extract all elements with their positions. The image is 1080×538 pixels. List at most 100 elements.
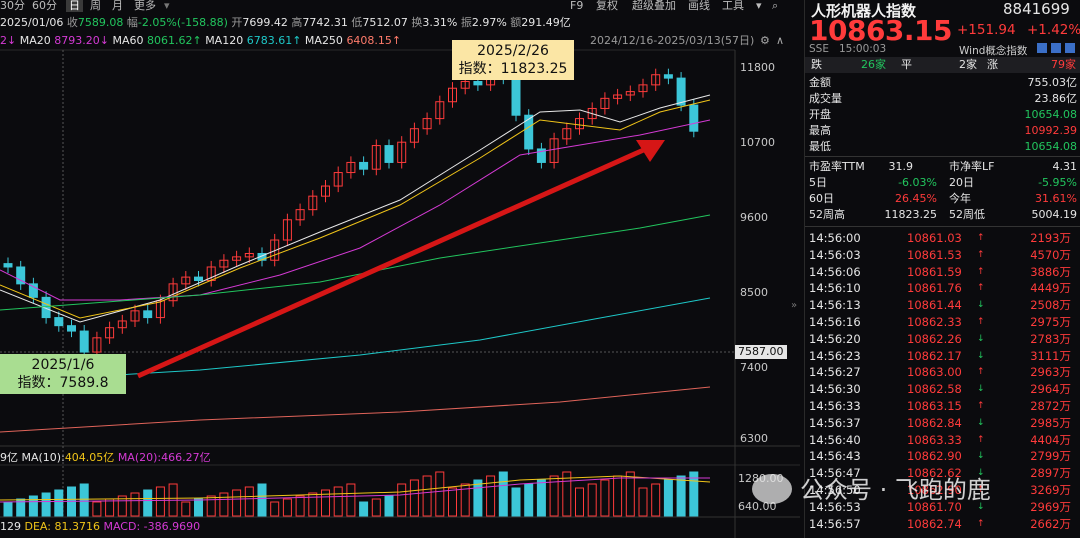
tick-row: 14:56:03 10861.53 ↑ 4570万 bbox=[809, 247, 1077, 263]
tick-volume: 3269万 bbox=[1030, 483, 1071, 497]
vol-ma10-line bbox=[0, 475, 711, 501]
arrow-up-icon: ↑ bbox=[977, 485, 985, 495]
tick-price: 10862.58 bbox=[907, 382, 962, 397]
tick-price: 10861.70 bbox=[907, 499, 962, 514]
tick-row: 14:56:16 10862.33 ↑ 2975万 bbox=[809, 314, 1077, 330]
tick-row: 14:56:50 10862.90 ↑ 3269万 bbox=[809, 482, 1077, 498]
index-code: 8841699 bbox=[1003, 0, 1070, 18]
volume-bar bbox=[486, 475, 496, 517]
volume-bar bbox=[536, 479, 546, 517]
tick-price: 10862.84 bbox=[907, 415, 962, 430]
candle-up bbox=[549, 138, 559, 163]
tab-month[interactable]: 月 bbox=[112, 0, 123, 12]
tick-volume: 4404万 bbox=[1030, 432, 1071, 447]
ma20-value: 8793.20↓ bbox=[54, 34, 109, 47]
macd-dea: 81.3716 bbox=[54, 520, 100, 533]
volume-bar bbox=[689, 471, 699, 517]
arrow-down-icon: ↓ bbox=[977, 417, 985, 428]
volume-bar bbox=[613, 475, 623, 517]
rise-count: 79家 bbox=[1051, 58, 1076, 71]
trend-arrow bbox=[136, 145, 650, 379]
stat-row: 成交量 23.86亿 bbox=[809, 92, 1077, 105]
candle-down bbox=[194, 276, 203, 281]
ma10-line bbox=[0, 99, 711, 319]
fall-count: 26家 bbox=[861, 58, 886, 71]
menu-icon[interactable] bbox=[1065, 43, 1075, 53]
macd-legend: 129 DEA: 81.3716 MACD: -386.9690 bbox=[0, 520, 201, 533]
bar-turnover: 3.31% bbox=[422, 16, 458, 29]
tick-price: 10862.74 bbox=[907, 516, 962, 531]
tick-time: 14:56:00 bbox=[809, 231, 861, 245]
chevron-icon[interactable]: ▾ bbox=[164, 0, 170, 12]
tick-time: 14:56:23 bbox=[809, 348, 861, 363]
candle-up bbox=[117, 320, 127, 329]
index-name: 人形机器人指数 bbox=[811, 2, 917, 20]
candle-down bbox=[28, 283, 38, 298]
settings-icon[interactable]: ⚙ bbox=[760, 34, 770, 47]
tools-button[interactable]: 工具 bbox=[722, 0, 744, 12]
tick-price: 10862.62 bbox=[907, 466, 962, 481]
ratio-row: 52周高 11823.25 52周低 5004.19 bbox=[809, 208, 1077, 221]
edit-icon[interactable] bbox=[1037, 43, 1047, 53]
volume-bar bbox=[117, 495, 127, 517]
volume-bar bbox=[511, 487, 521, 517]
tick-row: 14:56:23 10862.17 ↓ 3111万 bbox=[809, 348, 1077, 364]
tick-time: 14:56:37 bbox=[809, 415, 861, 430]
stat-row: 金额 755.03亿 bbox=[809, 76, 1077, 89]
tick-row: 14:56:47 10862.62 ↓ 2897万 bbox=[809, 465, 1077, 481]
tab-more[interactable]: 更多 bbox=[134, 0, 156, 12]
collapse-icon[interactable]: ∧ bbox=[776, 34, 785, 47]
volume-bar bbox=[384, 495, 394, 517]
volume-bar bbox=[282, 498, 292, 517]
tick-volume: 4449万 bbox=[1030, 281, 1071, 296]
price-axis-label: 8500 bbox=[740, 286, 768, 299]
volume-bar bbox=[359, 501, 369, 517]
chevron-down-icon[interactable]: ▾ bbox=[756, 0, 762, 12]
trough-date: 2025/1/6 bbox=[31, 357, 95, 373]
arrow-down-icon: ↓ bbox=[977, 300, 985, 311]
candle-up bbox=[321, 185, 330, 197]
tick-price: 10863.33 bbox=[907, 432, 962, 447]
tab-60min[interactable]: 60分 bbox=[32, 0, 57, 12]
volume-bar bbox=[143, 489, 153, 517]
kline-chart[interactable] bbox=[0, 0, 800, 538]
tick-volume: 2963万 bbox=[1030, 365, 1071, 380]
draw-button[interactable]: 画线 bbox=[688, 0, 710, 12]
volume-bar bbox=[638, 487, 648, 517]
candle-down bbox=[359, 161, 369, 170]
ma120-value: 6783.61↑ bbox=[246, 34, 302, 47]
volume-bar bbox=[206, 495, 216, 517]
trough-value: 指数：7589.8 bbox=[17, 375, 109, 391]
search-icon[interactable]: ⌕ bbox=[772, 0, 779, 12]
tick-time: 14:56:30 bbox=[809, 382, 861, 397]
candle-up bbox=[105, 327, 115, 339]
volume-bar bbox=[397, 483, 407, 517]
candle-up bbox=[181, 276, 191, 285]
tick-row: 14:56:20 10862.26 ↓ 2783万 bbox=[809, 331, 1077, 347]
expand-panel-icon[interactable]: » bbox=[791, 300, 798, 311]
tab-30min[interactable]: 30分 bbox=[0, 0, 25, 12]
link-icon[interactable] bbox=[1051, 43, 1061, 53]
tick-time: 14:56:33 bbox=[809, 399, 861, 413]
f9-button[interactable]: F9 bbox=[570, 0, 584, 12]
tick-time: 14:56:43 bbox=[809, 449, 861, 464]
tick-row: 14:56:57 10862.74 ↑ 2662万 bbox=[809, 516, 1077, 532]
tab-day[interactable]: 日 bbox=[66, 0, 83, 12]
candle-up bbox=[409, 128, 419, 143]
price-axis-label: 6300 bbox=[740, 432, 768, 445]
candle-up bbox=[422, 118, 432, 130]
arrow-down-icon: ↓ bbox=[977, 501, 985, 512]
candle-down bbox=[536, 148, 546, 163]
volume-bar bbox=[549, 475, 559, 517]
concept-index: Wind概念指数 bbox=[959, 45, 1028, 57]
volume-bar bbox=[473, 479, 483, 517]
volume-bar bbox=[244, 486, 254, 517]
watermark: 公众号 · 飞跑的鹿 bbox=[800, 476, 991, 504]
tick-volume: 2799万 bbox=[1030, 449, 1071, 464]
tab-week[interactable]: 周 bbox=[90, 0, 101, 12]
candle-up bbox=[130, 310, 140, 322]
volume-bar bbox=[295, 495, 305, 517]
adjust-button[interactable]: 复权 bbox=[596, 0, 618, 12]
volume-bar bbox=[28, 495, 38, 517]
overlay-button[interactable]: 超级叠加 bbox=[632, 0, 676, 12]
